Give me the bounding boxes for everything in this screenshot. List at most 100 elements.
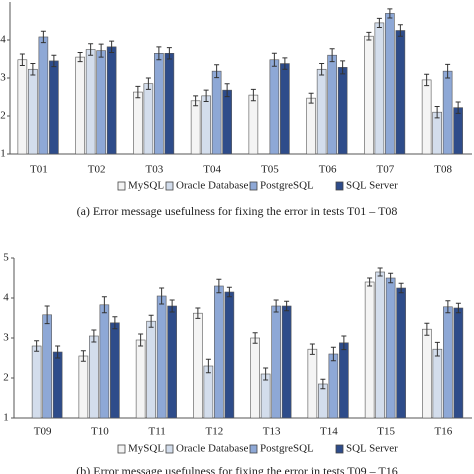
error-bar (263, 367, 269, 381)
legend-swatch (117, 444, 126, 454)
bar (96, 50, 106, 155)
x-tick-label: T06 (319, 164, 337, 176)
bar (281, 305, 292, 419)
error-bar (169, 299, 175, 313)
legend-label: PostgreSQL (260, 180, 314, 192)
bar (99, 304, 110, 419)
bar (422, 328, 432, 419)
error-bar (226, 286, 232, 298)
error-bar (424, 73, 430, 87)
error-bar (320, 378, 326, 390)
bar (222, 89, 232, 155)
bar (375, 271, 385, 419)
x-tick-label: T11 (148, 426, 165, 438)
error-bar (193, 95, 199, 107)
error-bar (109, 40, 115, 54)
legend-label: Oracle Database (176, 180, 248, 192)
error-bar (434, 106, 440, 119)
bar (156, 295, 167, 419)
x-tick-label: T15 (377, 426, 395, 438)
bar (106, 46, 117, 155)
error-bar (224, 83, 230, 98)
error-bar (455, 101, 461, 114)
error-bar (195, 307, 201, 319)
bar (143, 83, 154, 155)
error-bar (330, 346, 336, 362)
x-tick-label: T13 (263, 426, 281, 438)
error-bar (214, 64, 220, 79)
y-tick-label: 1 (0, 148, 6, 160)
legend-swatch (165, 181, 174, 191)
x-tick-label: T14 (320, 426, 338, 438)
bar (164, 52, 175, 155)
legend-swatch (165, 444, 174, 454)
bar (316, 68, 327, 155)
error-bar (80, 350, 86, 362)
error-bar (387, 8, 393, 19)
bar (364, 281, 375, 419)
x-tick-label: T16 (435, 426, 453, 438)
legend-swatch (117, 181, 126, 191)
bar (201, 95, 211, 155)
error-bar (51, 54, 57, 68)
error-bar (398, 282, 404, 294)
legend-swatch (249, 181, 258, 191)
error-bar (388, 272, 394, 284)
error-bar (376, 17, 382, 28)
error-bar (271, 52, 277, 67)
caption: (a) Error message usefulness for fixing … (77, 204, 398, 218)
bar (75, 56, 85, 155)
x-tick-label: T05 (261, 164, 279, 176)
bar (453, 307, 464, 419)
error-bar (424, 322, 430, 336)
error-bar (367, 277, 373, 287)
x-tick-label: T01 (30, 164, 48, 176)
bar (49, 60, 59, 155)
bar (385, 277, 396, 419)
error-bar (148, 314, 154, 328)
bar (432, 348, 443, 419)
error-bar (377, 267, 383, 277)
bar (38, 36, 49, 155)
error-bar (203, 89, 209, 103)
y-tick-label: 3 (0, 72, 6, 84)
bar (327, 54, 337, 155)
error-bar (252, 332, 258, 344)
bar (89, 335, 99, 419)
bar (193, 312, 203, 419)
bar (167, 305, 177, 419)
bar (396, 287, 406, 419)
error-bar (216, 278, 222, 294)
error-bar (166, 47, 172, 60)
legend-label: SQL Server (346, 443, 398, 455)
error-bar (340, 60, 346, 75)
error-bar (273, 299, 279, 313)
error-bar (138, 333, 144, 347)
error-bar (397, 24, 403, 37)
error-bar (55, 345, 61, 359)
error-bar (329, 48, 335, 63)
error-bar (284, 300, 290, 312)
x-tick-label: T07 (377, 164, 395, 176)
bar (250, 337, 260, 419)
legend-label: SQL Server (346, 180, 398, 192)
y-tick-label: 2 (3, 372, 9, 384)
bar (395, 30, 406, 155)
error-bar (455, 302, 461, 314)
x-tick-label: T12 (206, 426, 224, 438)
legend-swatch (335, 181, 344, 191)
error-bar (366, 31, 372, 41)
bar (85, 49, 96, 155)
error-bar (30, 63, 36, 76)
error-bar (159, 287, 165, 305)
bar (135, 339, 146, 419)
bar (364, 35, 374, 155)
legend-swatch (249, 444, 258, 454)
bar (280, 63, 290, 155)
error-bar (308, 92, 314, 104)
x-tick-label: T02 (88, 164, 106, 176)
error-bar (44, 305, 50, 325)
error-bar (434, 341, 440, 357)
bar (42, 314, 52, 419)
